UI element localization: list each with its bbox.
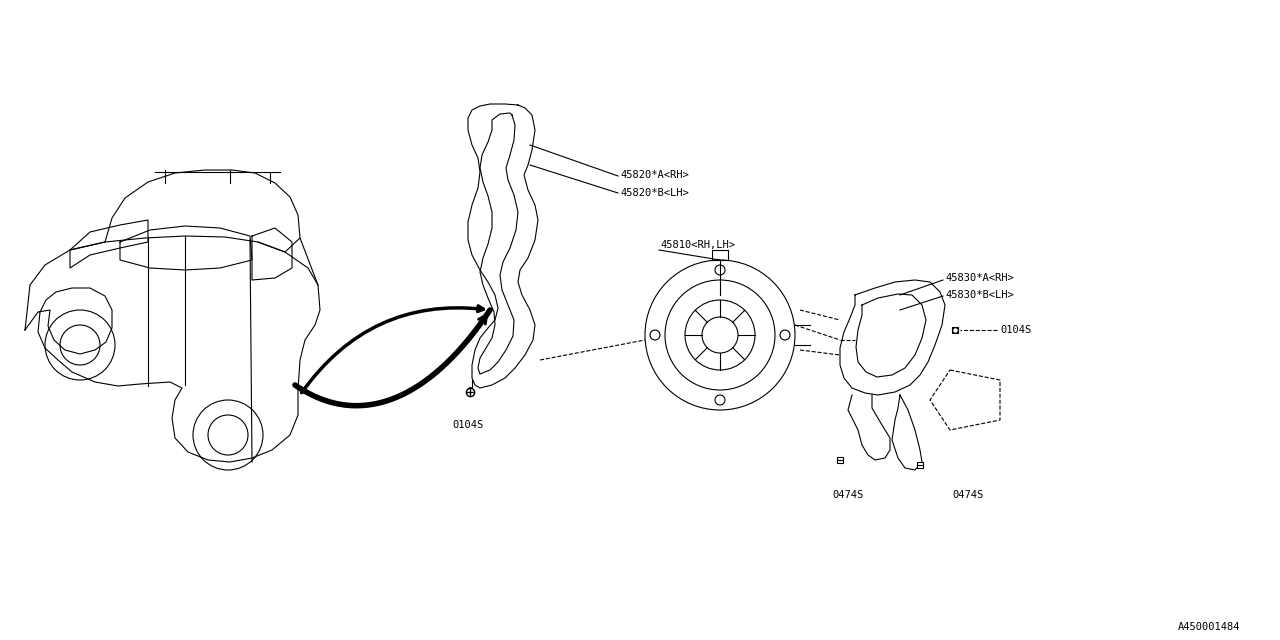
- Text: 0474S: 0474S: [952, 490, 983, 500]
- Text: A450001484: A450001484: [1178, 622, 1240, 632]
- Text: 0104S: 0104S: [452, 420, 484, 430]
- Text: 0104S: 0104S: [1000, 325, 1032, 335]
- Text: 45830*A<RH>: 45830*A<RH>: [945, 273, 1014, 283]
- Text: 45820*A<RH>: 45820*A<RH>: [620, 170, 689, 180]
- Text: 45820*B<LH>: 45820*B<LH>: [620, 188, 689, 198]
- Text: 0474S: 0474S: [832, 490, 864, 500]
- Text: 45830*B<LH>: 45830*B<LH>: [945, 290, 1014, 300]
- Text: 45810<RH,LH>: 45810<RH,LH>: [660, 240, 735, 250]
